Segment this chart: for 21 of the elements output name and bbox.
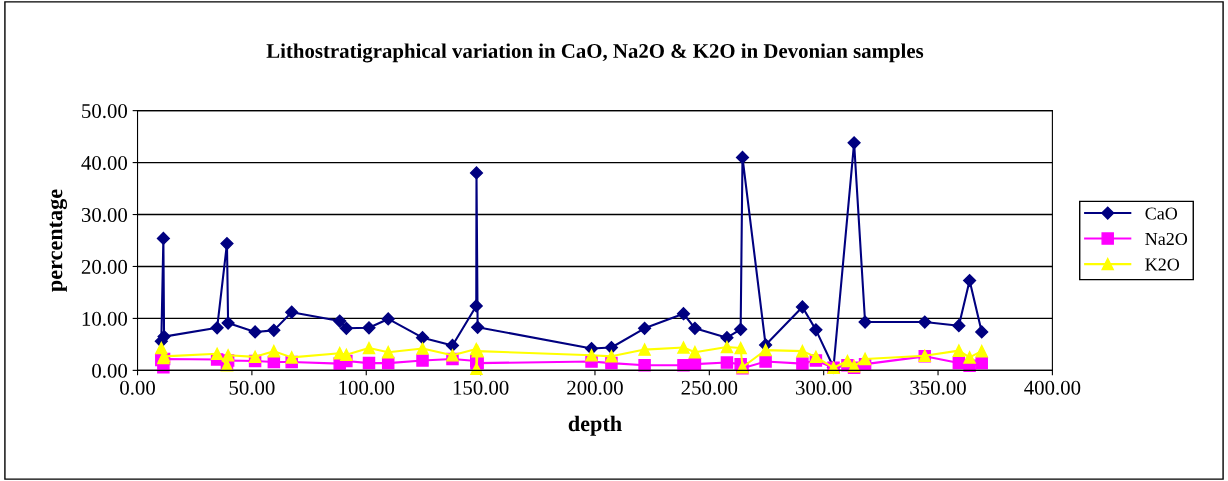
legend-label: CaO [1145,207,1178,220]
y-tick-label: 10.00 [82,311,128,326]
x-tick-label: 300.00 [796,380,852,395]
y-tick-label: 20.00 [81,259,128,274]
x-tick-label: 150.00 [453,380,509,395]
x-tick-label: 0.00 [120,380,155,395]
x-tick-label: 200.00 [567,380,623,395]
x-tick-label: 400.00 [1024,380,1081,395]
y-tick-label: 40.00 [81,155,128,171]
legend-label: Na2O [1145,232,1188,246]
x-tick-label: 350.00 [910,380,966,395]
legend-label: K2O [1145,258,1180,271]
y-tick-label: 30.00 [81,207,128,223]
y-tick-label: 50.00 [82,104,128,119]
x-tick-label: 250.00 [681,380,738,395]
x-tick-label: 100.00 [339,380,395,395]
x-axis-title: depth [568,415,622,436]
y-tick-label: 0.00 [92,363,128,378]
y-axis-title: percentage [49,189,68,292]
x-tick-label: 50.00 [229,380,275,395]
chart-title: Lithostratigraphical variation in CaO, Na2O & K2O in Devonian samples [266,43,924,63]
